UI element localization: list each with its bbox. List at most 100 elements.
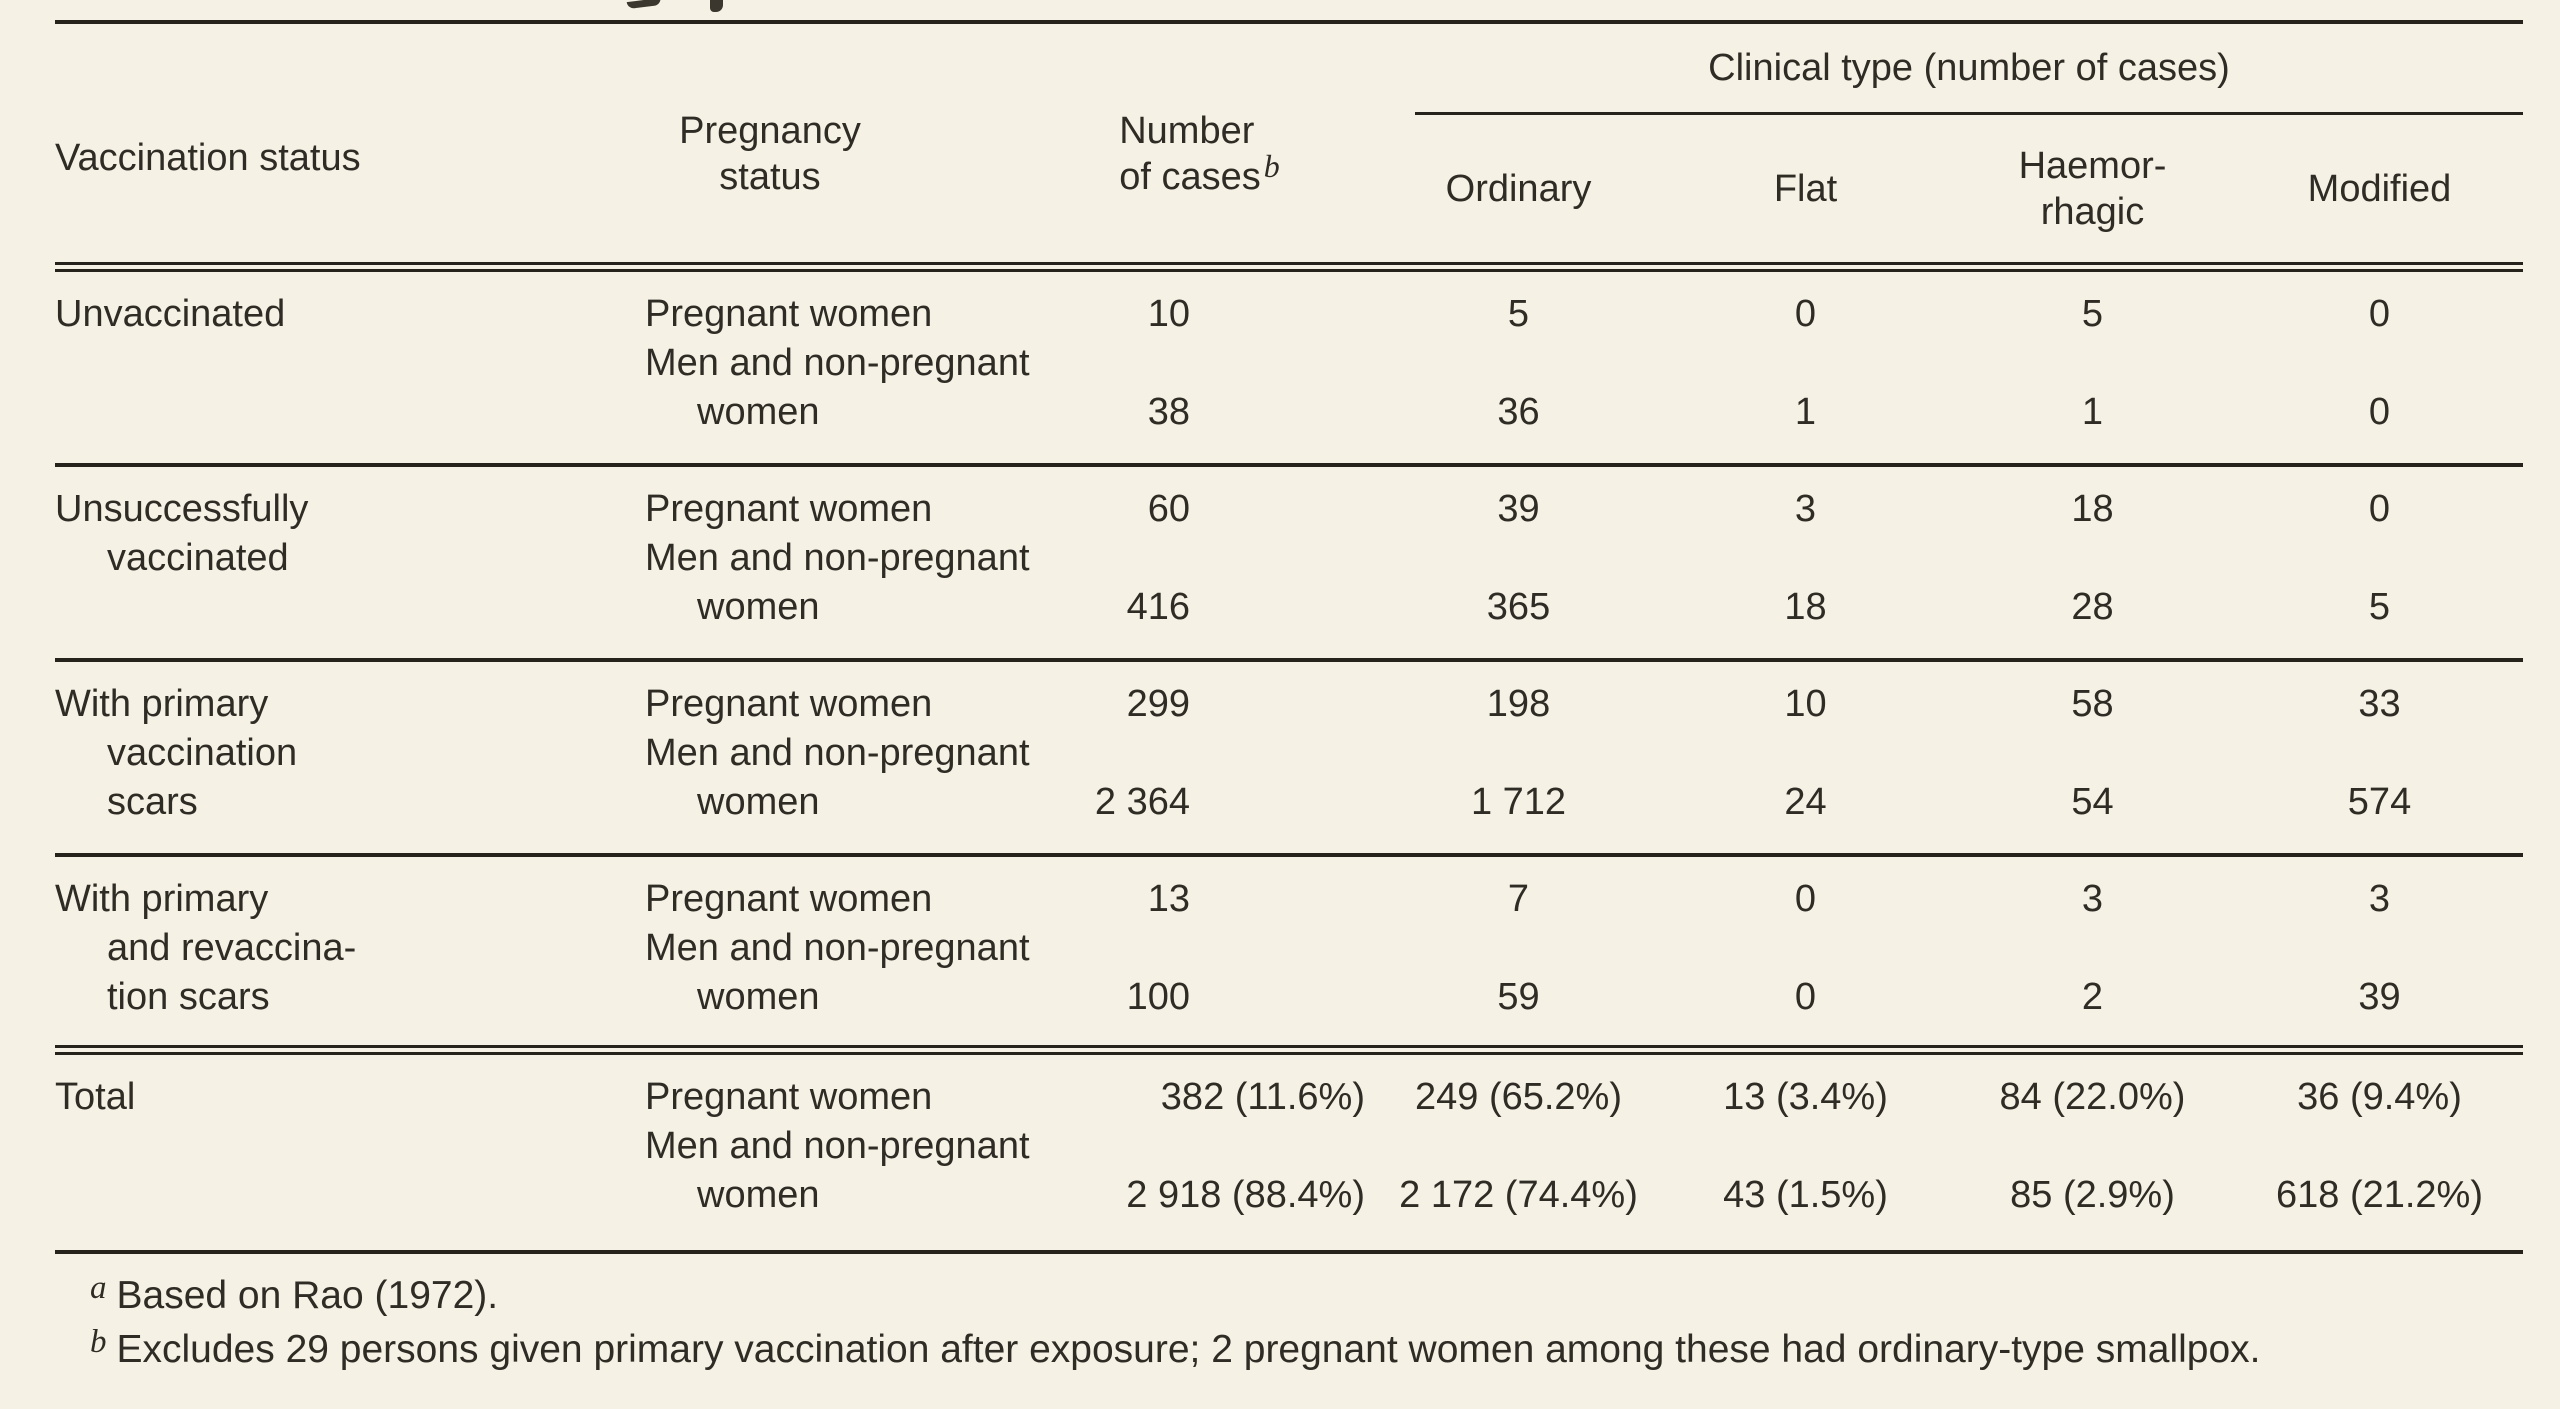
pregnancy-status-cell: Men and non-pregnant women [645,534,1085,632]
flat-value: 43 (1.5%) [1723,1174,1888,1216]
subrow-men: Men and non-pregnant women 416 365 18 28… [645,534,2523,632]
modified-value: 0 [2368,293,2391,335]
men-label-line1: Men and non-pregnant [645,537,1030,579]
flat-column-header: Flat [1773,167,1838,210]
cases-value: 38 [1147,391,1190,433]
subrow-men: Men and non-pregnant women 38 36 1 1 0 [645,339,2523,437]
vaccination-status-cell: With primary vaccination scars [55,680,645,853]
flat-value: 24 [1784,781,1827,823]
ordinary-value: 59 [1497,976,1540,1018]
ordinary-value: 249 (65.2%) [1414,1076,1622,1118]
subrow-pregnant: Pregnant women 10 5 0 5 0 [645,290,2523,339]
cases-value: 416 [1126,586,1190,628]
men-label-line1: Men and non-pregnant [645,732,1030,774]
haemorrhagic-column-header: Haemor- rhagic [2018,144,2167,233]
subrow-pregnant: Pregnant women 60 39 3 18 0 [645,485,2523,534]
flat-value: 13 (3.4%) [1723,1076,1888,1118]
modified-value: 33 [2358,683,2401,725]
number-of-cases-line1: Number [1119,109,1255,152]
vaccination-status-cell: Unsuccessfully vaccinated [55,485,645,658]
cases-value: 10 [1147,293,1190,335]
men-label-line1: Men and non-pregnant [645,927,1030,969]
haemorrhagic-value: 2 [2081,976,2104,1018]
subrow-pregnant: Pregnant women 382 (11.6%) 249 (65.2%) 1… [645,1073,2523,1122]
men-label-line2: women [697,781,820,823]
pregnancy-status-cell: Men and non-pregnant women [645,924,1085,1022]
modified-value: 3 [2368,878,2391,920]
clinical-type-group-label: Clinical type (number of cases) [1415,24,2523,115]
footnote-b-marker: b [90,1324,107,1360]
total-divider-rule [55,1045,2523,1055]
ordinary-value: 198 [1486,683,1551,725]
number-of-cases-line2-text: of cases [1119,155,1261,198]
subrow-men: Men and non-pregnant women 2 918 (88.4%)… [645,1122,2523,1220]
men-label-line1: Men and non-pregnant [645,1125,1030,1167]
footnote-b: b Excludes 29 persons given primary vacci… [90,1324,2523,1378]
vaccination-status-line: vaccination [107,732,298,774]
men-label-line2: women [697,586,820,628]
row-values: Pregnant women 299 198 10 58 33 Men and … [645,680,2523,853]
table-row-primary-scars: With primary vaccination scars Pregnant … [55,662,2523,857]
table-row-total: Total Pregnant women 382 (11.6%) 249 (65… [55,1055,2523,1254]
vaccination-status-header: Vaccination status [55,24,645,262]
modified-column-header: Modified [2307,167,2452,210]
vaccination-status-line: Total [55,1076,136,1118]
footnote-a-text: Based on Rao (1972). [116,1274,499,1317]
haemorrhagic-value: 85 (2.9%) [2010,1174,2175,1216]
ordinary-column-header: Ordinary [1445,167,1592,210]
modified-value: 39 [2358,976,2401,1018]
haemorrhagic-value: 54 [2071,781,2114,823]
vaccination-status-line: vaccinated [107,537,289,579]
footnote-b-text: Excludes 29 persons given primary vaccin… [116,1328,2261,1371]
vaccination-status-line: With primary [55,683,269,725]
ordinary-value: 2 172 (74.4%) [1399,1174,1638,1216]
table-row-unsuccessfully-vaccinated: Unsuccessfully vaccinated Pregnant women… [55,467,2523,662]
footnote-a-marker: a [90,1270,107,1306]
row-values: Pregnant women 60 39 3 18 0 Men and non-… [645,485,2523,658]
cases-value: 382 (11.6%) [1160,1076,1365,1118]
clinical-type-header-group: Clinical type (number of cases) Ordinary… [1375,24,2523,262]
cases-value: 299 [1126,683,1190,725]
modified-value: 574 [2347,781,2412,823]
men-label-line2: women [697,976,820,1018]
pregnancy-status-cell: Pregnant women [645,488,933,530]
footnotes: a Based on Rao (1972). b Excludes 29 perso… [55,1254,2523,1378]
men-label-line2: women [697,1174,820,1216]
pregnancy-status-cell: Pregnant women [645,293,933,335]
vaccination-status-cell: With primary and revaccina- tion scars [55,875,645,1045]
pregnancy-status-cell: Pregnant women [645,878,933,920]
pregnancy-status-cell: Pregnant women [645,683,933,725]
vaccination-status-cell: Unvaccinated [55,290,645,463]
ordinary-value: 1 712 [1470,781,1567,823]
row-values: Pregnant women 382 (11.6%) 249 (65.2%) 1… [645,1073,2523,1250]
ordinary-value: 365 [1486,586,1551,628]
vaccination-status-line: and revaccina- [107,927,357,969]
vaccination-status-line: tion scars [107,976,270,1018]
flat-value: 0 [1794,293,1817,335]
table-row-unvaccinated: Unvaccinated Pregnant women 10 5 0 5 0 M… [55,272,2523,467]
subrow-pregnant: Pregnant women 299 198 10 58 33 [645,680,2523,729]
flat-value: 1 [1794,391,1817,433]
cases-value: 60 [1147,488,1190,530]
haemorrhagic-value: 84 (22.0%) [1999,1076,2186,1118]
haemorrhagic-value: 18 [2071,488,2114,530]
vaccination-status-line: Unvaccinated [55,293,286,335]
vaccination-status-line: scars [107,781,198,823]
pregnancy-status-cell: Men and non-pregnant women [645,729,1085,827]
pregnancy-status-cell: Men and non-pregnant women [645,1122,1085,1220]
modified-value: 5 [2368,586,2391,628]
modified-value: 618 (21.2%) [2275,1174,2483,1216]
footnote-a: a Based on Rao (1972). [90,1270,2523,1324]
subrow-pregnant: Pregnant women 13 7 0 3 3 [645,875,2523,924]
flat-value: 10 [1784,683,1827,725]
ordinary-value: 7 [1507,878,1530,920]
haemorrhagic-value: 1 [2081,391,2104,433]
table-header: Vaccination status Pregnancy status Numb… [55,24,2523,262]
flat-value: 3 [1794,488,1817,530]
ordinary-value: 39 [1497,488,1540,530]
row-values: Pregnant women 10 5 0 5 0 Men and non-pr… [645,290,2523,463]
cases-value: 2 918 (88.4%) [1126,1174,1365,1216]
pregnancy-status-header-label: Pregnancy status [679,110,861,198]
flat-value: 18 [1784,586,1827,628]
